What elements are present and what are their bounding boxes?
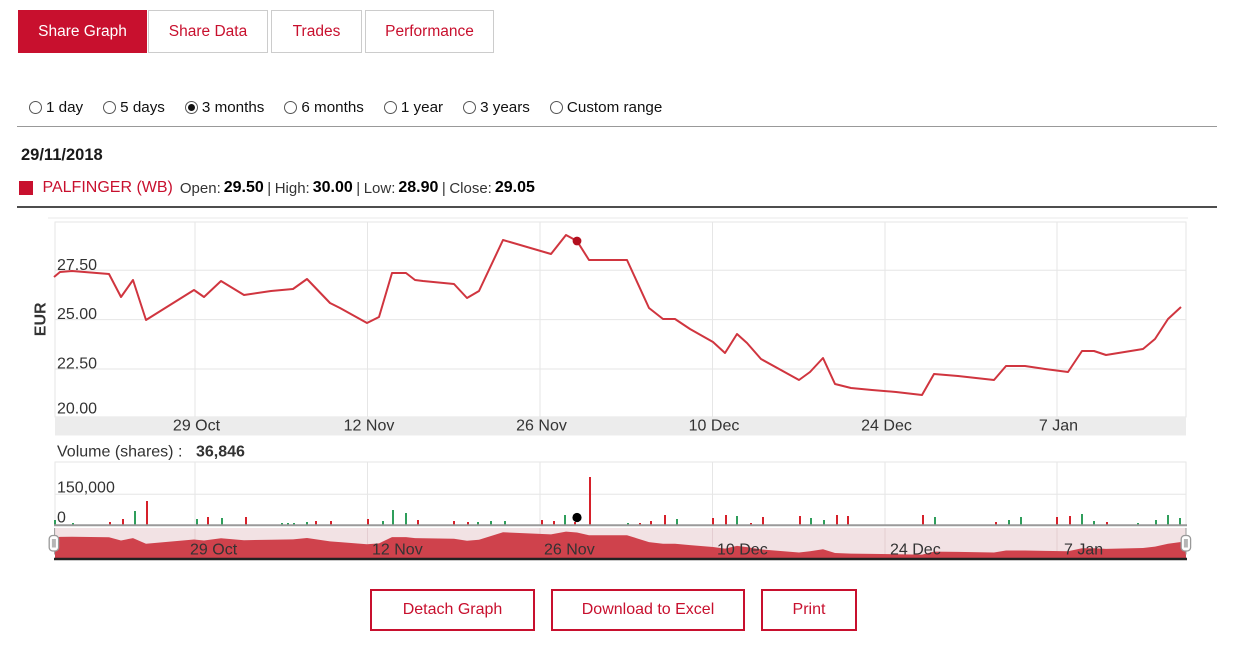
svg-text:22.50: 22.50 (57, 356, 97, 373)
svg-text:150,000: 150,000 (57, 480, 115, 497)
svg-text:0: 0 (57, 510, 66, 527)
svg-text:36,846: 36,846 (196, 444, 245, 461)
svg-text:10 Dec: 10 Dec (689, 418, 740, 435)
svg-text:12 Nov: 12 Nov (344, 418, 395, 435)
svg-text:29 Oct: 29 Oct (190, 541, 238, 558)
svg-text:24 Dec: 24 Dec (890, 541, 941, 558)
svg-text:25.00: 25.00 (57, 306, 97, 323)
svg-text:7 Jan: 7 Jan (1064, 541, 1103, 558)
svg-text:29 Oct: 29 Oct (173, 418, 221, 435)
svg-text:7 Jan: 7 Jan (1039, 418, 1078, 435)
svg-text:26 Nov: 26 Nov (516, 418, 567, 435)
svg-text:12 Nov: 12 Nov (372, 541, 423, 558)
svg-text:20.00: 20.00 (57, 401, 97, 418)
svg-text:Volume (shares) :: Volume (shares) : (57, 444, 182, 461)
svg-text:10 Dec: 10 Dec (717, 541, 768, 558)
svg-text:26 Nov: 26 Nov (544, 541, 595, 558)
svg-text:EUR: EUR (33, 302, 50, 336)
svg-text:27.50: 27.50 (57, 257, 97, 274)
svg-text:24 Dec: 24 Dec (861, 418, 912, 435)
